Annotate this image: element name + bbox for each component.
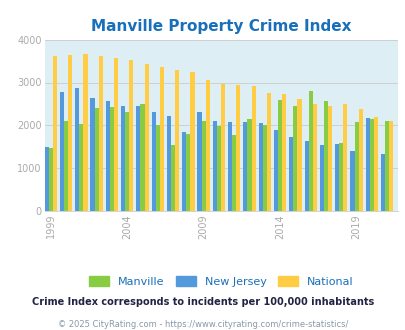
Bar bbox=[171, 145, 175, 211]
Bar bbox=[308, 91, 312, 211]
Bar bbox=[75, 88, 79, 211]
Bar bbox=[258, 123, 262, 211]
Bar bbox=[186, 134, 190, 211]
Bar bbox=[350, 151, 354, 211]
Bar bbox=[266, 93, 271, 211]
Bar bbox=[156, 124, 160, 211]
Bar bbox=[343, 104, 347, 211]
Bar bbox=[94, 108, 98, 211]
Bar bbox=[110, 107, 114, 211]
Bar bbox=[228, 121, 232, 211]
Bar bbox=[339, 143, 343, 211]
Bar bbox=[60, 91, 64, 211]
Bar bbox=[105, 101, 110, 211]
Bar bbox=[384, 121, 388, 211]
Bar bbox=[312, 104, 316, 211]
Bar bbox=[212, 121, 216, 211]
Bar bbox=[175, 70, 179, 211]
Bar bbox=[49, 148, 53, 211]
Bar bbox=[243, 122, 247, 211]
Bar bbox=[288, 137, 293, 211]
Bar bbox=[232, 135, 236, 211]
Bar bbox=[83, 54, 87, 211]
Bar bbox=[327, 106, 331, 211]
Bar bbox=[220, 84, 225, 211]
Bar bbox=[373, 117, 377, 211]
Bar bbox=[319, 145, 323, 211]
Bar bbox=[140, 104, 144, 211]
Bar bbox=[247, 119, 251, 211]
Bar bbox=[323, 101, 327, 211]
Bar bbox=[358, 109, 362, 211]
Bar bbox=[151, 112, 156, 211]
Bar bbox=[182, 132, 186, 211]
Bar bbox=[45, 147, 49, 211]
Bar bbox=[201, 121, 205, 211]
Bar bbox=[251, 86, 255, 211]
Bar bbox=[98, 56, 102, 211]
Legend: Manville, New Jersey, National: Manville, New Jersey, National bbox=[85, 272, 357, 291]
Bar bbox=[388, 121, 392, 211]
Bar bbox=[334, 144, 339, 211]
Bar bbox=[369, 119, 373, 211]
Bar bbox=[380, 154, 384, 211]
Bar bbox=[166, 115, 171, 211]
Bar bbox=[160, 67, 164, 211]
Bar bbox=[90, 98, 94, 211]
Bar bbox=[53, 56, 57, 211]
Bar bbox=[79, 124, 83, 211]
Bar bbox=[190, 72, 194, 211]
Bar bbox=[262, 125, 266, 211]
Bar bbox=[144, 64, 148, 211]
Bar bbox=[205, 80, 209, 211]
Bar bbox=[64, 121, 68, 211]
Bar bbox=[273, 130, 277, 211]
Title: Manville Property Crime Index: Manville Property Crime Index bbox=[91, 19, 351, 34]
Text: © 2025 CityRating.com - https://www.cityrating.com/crime-statistics/: © 2025 CityRating.com - https://www.city… bbox=[58, 320, 347, 329]
Bar bbox=[365, 118, 369, 211]
Bar bbox=[125, 112, 129, 211]
Bar bbox=[121, 106, 125, 211]
Bar bbox=[129, 60, 133, 211]
Bar bbox=[68, 55, 72, 211]
Bar bbox=[281, 94, 286, 211]
Bar bbox=[136, 106, 140, 211]
Bar bbox=[277, 100, 281, 211]
Bar bbox=[354, 121, 358, 211]
Bar bbox=[236, 85, 240, 211]
Text: Crime Index corresponds to incidents per 100,000 inhabitants: Crime Index corresponds to incidents per… bbox=[32, 297, 373, 307]
Bar bbox=[114, 58, 118, 211]
Bar bbox=[304, 141, 308, 211]
Bar bbox=[293, 106, 297, 211]
Bar bbox=[216, 126, 220, 211]
Bar bbox=[197, 112, 201, 211]
Bar bbox=[297, 99, 301, 211]
